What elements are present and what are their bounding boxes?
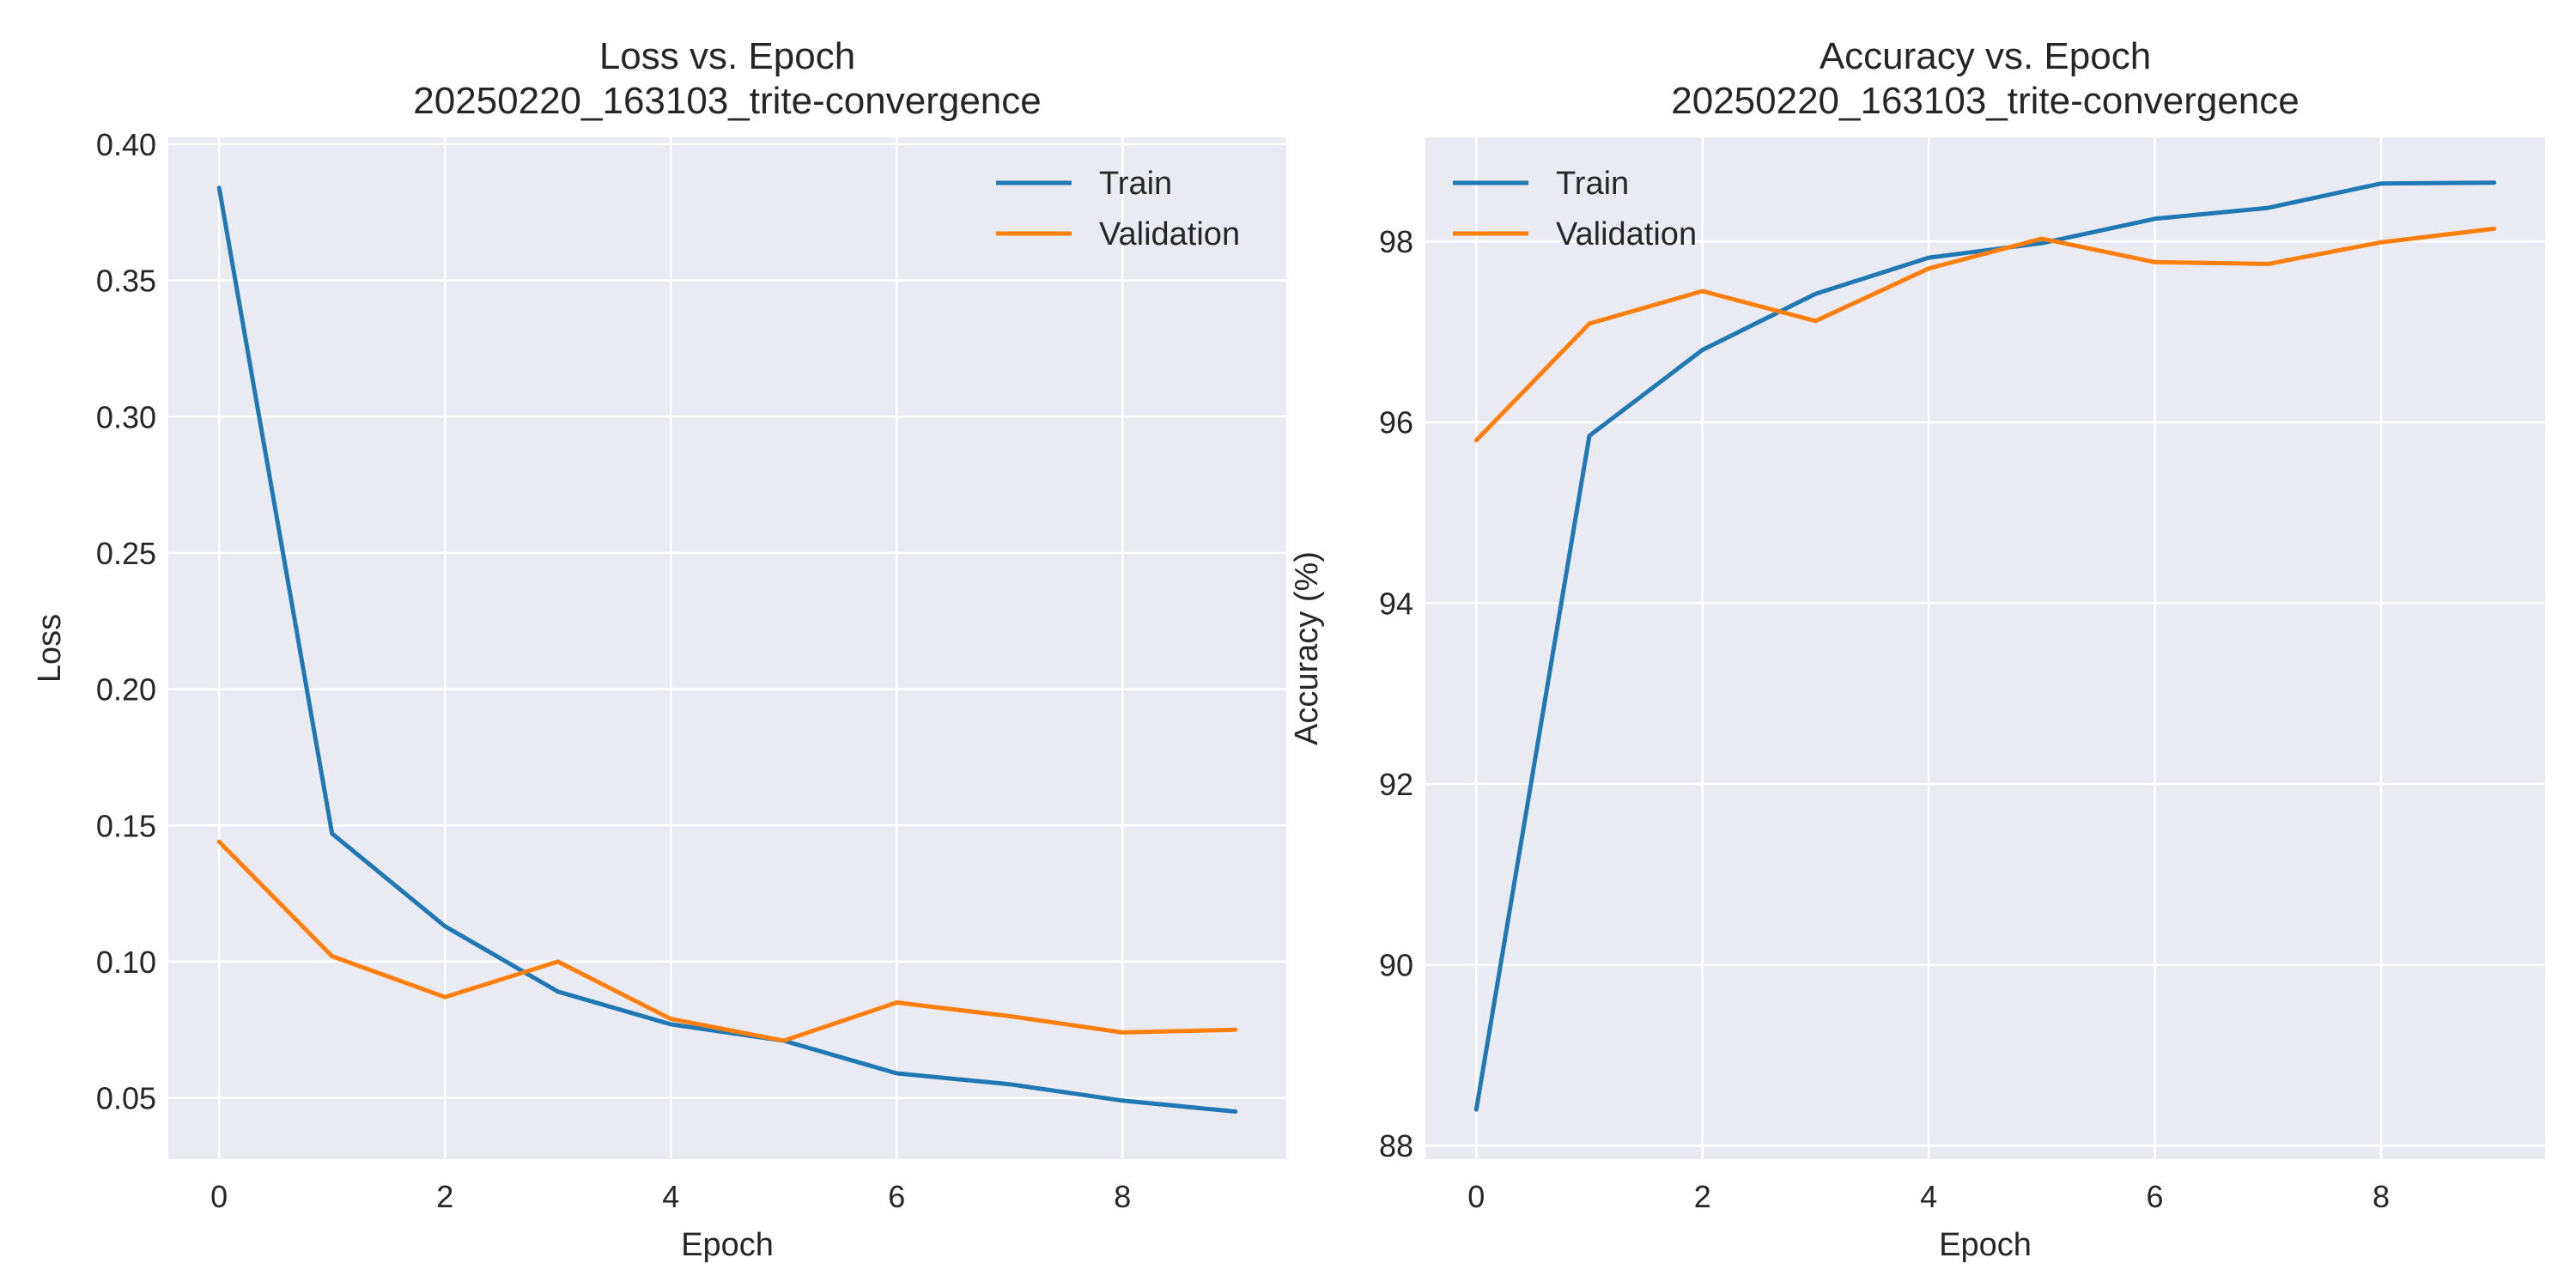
accuracy-title: Accuracy vs. Epoch xyxy=(1820,35,2151,77)
accuracy-legend-train-label: Train xyxy=(1556,166,1629,202)
loss-y-tick-label: 0.05 xyxy=(96,1081,156,1116)
loss-legend: Train Validation xyxy=(996,166,1240,252)
accuracy-y-tick-label: 94 xyxy=(1379,586,1413,621)
accuracy-series xyxy=(1473,180,2497,1112)
accuracy-x-tick-label: 0 xyxy=(1467,1179,1485,1214)
accuracy-y-tick-label: 88 xyxy=(1379,1128,1413,1163)
loss-chart: 0 2 4 6 8 0.05 0.10 0.15 0.20 0.25 0.30 0.35 0.40 L… xyxy=(32,35,1286,1263)
accuracy-legend: Train Validation xyxy=(1453,166,1697,252)
loss-y-tick-label: 0.35 xyxy=(96,264,156,299)
loss-x-axis-label: Epoch xyxy=(681,1227,774,1263)
loss-y-tick-label: 0.25 xyxy=(96,536,156,571)
accuracy-legend-validation-label: Validation xyxy=(1556,216,1697,252)
loss-x-ticks: 0 2 4 6 8 xyxy=(210,1179,1131,1214)
loss-y-ticks: 0.05 0.10 0.15 0.20 0.25 0.30 0.35 0.40 xyxy=(96,127,156,1116)
loss-x-tick-label: 0 xyxy=(210,1179,228,1214)
loss-legend-validation-label: Validation xyxy=(1099,216,1240,252)
accuracy-y-tick-label: 96 xyxy=(1379,405,1413,440)
accuracy-subtitle: 20250220_163103_trite-convergence xyxy=(1671,80,2299,122)
loss-plot-area xyxy=(168,137,1286,1159)
loss-y-tick-label: 0.10 xyxy=(96,945,156,980)
accuracy-x-tick-label: 2 xyxy=(1694,1179,1711,1214)
loss-y-tick-label: 0.30 xyxy=(96,399,156,434)
accuracy-plot-area xyxy=(1425,137,2545,1159)
accuracy-x-tick-label: 4 xyxy=(1920,1179,1937,1214)
loss-grid xyxy=(168,137,1286,1159)
loss-x-tick-label: 8 xyxy=(1114,1179,1131,1214)
accuracy-x-axis-label: Epoch xyxy=(1939,1227,2032,1263)
accuracy-y-ticks: 88 90 92 94 96 98 xyxy=(1379,224,1413,1163)
loss-x-tick-label: 4 xyxy=(662,1179,679,1214)
loss-y-axis-label: Loss xyxy=(32,614,68,683)
loss-x-tick-label: 2 xyxy=(436,1179,453,1214)
accuracy-x-tick-label: 6 xyxy=(2147,1179,2164,1214)
accuracy-chart: 0 2 4 6 8 88 90 92 94 96 98 Accuracy vs. Epoch 20… xyxy=(1289,35,2545,1263)
loss-y-tick-label: 0.20 xyxy=(96,672,156,708)
loss-y-tick-label: 0.40 xyxy=(96,127,156,162)
accuracy-series-line-train xyxy=(1473,180,2497,1112)
loss-legend-train-label: Train xyxy=(1099,166,1172,202)
accuracy-y-tick-label: 98 xyxy=(1379,224,1413,259)
loss-y-tick-label: 0.15 xyxy=(96,808,156,843)
accuracy-x-ticks: 0 2 4 6 8 xyxy=(1467,1179,2390,1214)
accuracy-x-tick-label: 8 xyxy=(2372,1179,2390,1214)
accuracy-y-tick-label: 90 xyxy=(1379,948,1413,983)
loss-series-line-train xyxy=(216,185,1238,1114)
loss-x-tick-label: 6 xyxy=(888,1179,905,1214)
accuracy-grid xyxy=(1425,137,2545,1159)
loss-title: Loss vs. Epoch xyxy=(599,35,855,77)
accuracy-y-axis-label: Accuracy (%) xyxy=(1289,551,1325,745)
accuracy-y-tick-label: 92 xyxy=(1379,767,1413,802)
accuracy-series-line-validation xyxy=(1473,226,2497,443)
loss-subtitle: 20250220_163103_trite-convergence xyxy=(413,80,1041,122)
loss-series-line-validation xyxy=(216,839,1238,1043)
loss-series xyxy=(216,185,1238,1114)
